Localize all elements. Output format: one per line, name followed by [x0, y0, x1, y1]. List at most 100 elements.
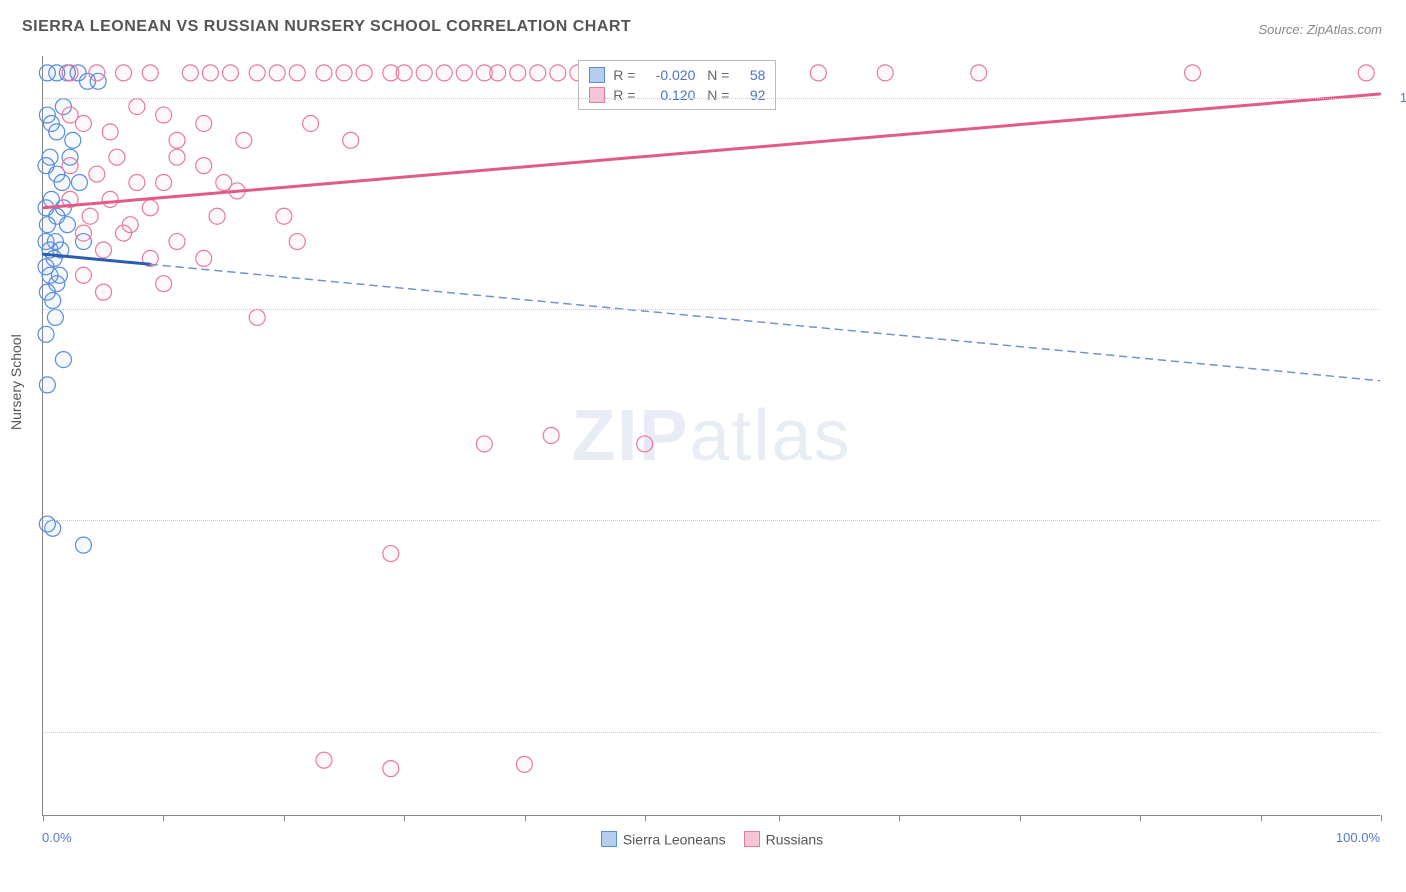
chart-container: SIERRA LEONEAN VS RUSSIAN NURSERY SCHOOL…	[0, 0, 1406, 892]
data-point	[109, 149, 125, 165]
x-tick-mark	[779, 815, 780, 821]
x-tick-mark	[404, 815, 405, 821]
data-point	[289, 234, 305, 250]
x-tick-mark	[1261, 815, 1262, 821]
data-point	[303, 115, 319, 131]
data-point	[65, 132, 81, 148]
x-tick-mark	[163, 815, 164, 821]
data-point	[510, 65, 526, 81]
data-point	[71, 175, 87, 191]
data-point	[436, 65, 452, 81]
data-point	[42, 149, 58, 165]
data-point	[356, 65, 372, 81]
data-point	[59, 217, 75, 233]
data-point	[54, 175, 70, 191]
data-point	[877, 65, 893, 81]
n-label: N =	[703, 65, 729, 85]
data-point	[202, 65, 218, 81]
data-point	[102, 124, 118, 140]
data-point	[116, 225, 132, 241]
data-point	[289, 65, 305, 81]
n-value: 58	[737, 65, 765, 85]
data-point	[316, 752, 332, 768]
data-point	[550, 65, 566, 81]
data-point	[456, 65, 472, 81]
data-point	[49, 276, 65, 292]
data-point	[810, 65, 826, 81]
data-point	[530, 65, 546, 81]
data-point	[169, 149, 185, 165]
data-point	[62, 65, 78, 81]
data-point	[383, 761, 399, 777]
chart-title: SIERRA LEONEAN VS RUSSIAN NURSERY SCHOOL…	[22, 18, 631, 36]
info-row: R = 0.120 N = 92	[589, 85, 765, 105]
data-point	[129, 175, 145, 191]
plot-area: ZIPatlas R =-0.020 N =58R =0.120 N =92 9…	[42, 56, 1380, 816]
x-tick-mark	[1140, 815, 1141, 821]
data-point	[396, 65, 412, 81]
data-point	[49, 124, 65, 140]
data-point	[343, 132, 359, 148]
data-point	[129, 99, 145, 115]
data-point	[383, 546, 399, 562]
source-attribution: Source: ZipAtlas.com	[1258, 22, 1382, 37]
data-point	[269, 65, 285, 81]
data-point	[156, 175, 172, 191]
data-point	[637, 436, 653, 452]
data-point	[96, 242, 112, 258]
gridline-h	[43, 309, 1380, 310]
x-tick-mark	[525, 815, 526, 821]
n-value: 92	[737, 85, 765, 105]
data-point	[89, 65, 105, 81]
y-tick-label: 95.0%	[1388, 512, 1406, 527]
data-point	[169, 234, 185, 250]
data-point	[169, 132, 185, 148]
data-point	[476, 436, 492, 452]
x-tick-mark	[645, 815, 646, 821]
data-point	[156, 276, 172, 292]
data-point	[543, 428, 559, 444]
data-point	[102, 191, 118, 207]
data-point	[75, 225, 91, 241]
data-point	[196, 250, 212, 266]
data-point	[46, 250, 62, 266]
data-point	[75, 115, 91, 131]
data-point	[516, 756, 532, 772]
x-tick-mark	[43, 815, 44, 821]
data-point	[249, 65, 265, 81]
data-point	[316, 65, 332, 81]
x-tick-mark	[1020, 815, 1021, 821]
data-point	[156, 107, 172, 123]
data-point	[416, 65, 432, 81]
data-point	[47, 309, 63, 325]
chart-svg	[43, 56, 1380, 815]
r-label: R =	[613, 85, 635, 105]
data-point	[38, 326, 54, 342]
data-point	[490, 65, 506, 81]
x-tick-mark	[284, 815, 285, 821]
data-point	[336, 65, 352, 81]
y-axis-label: Nursery School	[8, 334, 24, 430]
gridline-h	[43, 520, 1380, 521]
data-point	[89, 166, 105, 182]
data-point	[276, 208, 292, 224]
data-point	[45, 293, 61, 309]
data-point	[62, 158, 78, 174]
data-point	[971, 65, 987, 81]
r-value: 0.120	[643, 85, 695, 105]
legend-label: Sierra Leoneans	[623, 831, 726, 847]
r-label: R =	[613, 65, 635, 85]
data-point	[142, 200, 158, 216]
data-point	[82, 208, 98, 224]
n-label: N =	[703, 85, 729, 105]
data-point	[75, 267, 91, 283]
bottom-legend: Sierra Leoneans Russians	[0, 830, 1406, 847]
y-tick-label: 100.0%	[1388, 90, 1406, 105]
correlation-info-box: R =-0.020 N =58R =0.120 N =92	[578, 60, 776, 110]
x-tick-mark	[899, 815, 900, 821]
legend-label: Russians	[766, 831, 824, 847]
y-tick-label: 92.5%	[1388, 724, 1406, 739]
data-point	[96, 284, 112, 300]
data-point	[209, 208, 225, 224]
data-point	[55, 352, 71, 368]
